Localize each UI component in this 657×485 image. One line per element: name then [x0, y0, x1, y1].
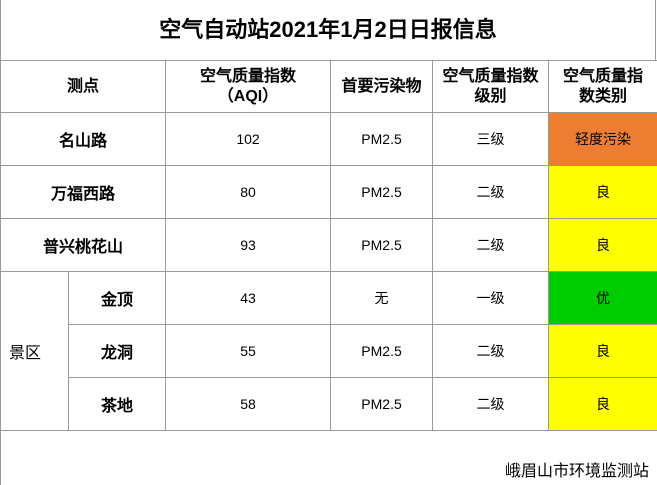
header-cell: 首要污染物 — [330, 60, 434, 113]
data-row: 龙洞 55 PM2.5 二级良 — [1, 324, 657, 378]
aqi: 93 — [165, 218, 332, 272]
data-row: 景区 金顶 43 无一级优 — [0, 271, 657, 431]
header-cell: 空气质量指 数类别 — [548, 60, 657, 113]
category: 良 — [548, 324, 657, 378]
aqi: 80 — [165, 165, 332, 219]
site: 龙洞 — [67, 324, 167, 378]
grp: 景区 — [0, 271, 69, 431]
level: 二级 — [432, 377, 550, 431]
site: 名山路 — [0, 112, 167, 166]
site: 金顶 — [67, 271, 167, 325]
footer: 峨眉山市环境监测站 — [0, 429, 657, 485]
category: 轻度污染 — [548, 112, 657, 166]
pollutant: PM2.5 — [330, 112, 434, 166]
site: 普兴桃花山 — [0, 218, 167, 272]
pollutant: PM2.5 — [330, 324, 434, 378]
pollutant: PM2.5 — [330, 218, 434, 272]
aqi: 43 — [165, 271, 332, 325]
level: 一级 — [432, 271, 550, 325]
pollutant: 无 — [330, 271, 434, 325]
header-cell: 空气质量指数 （AQI） — [165, 60, 332, 113]
category: 良 — [548, 165, 657, 219]
aqi: 55 — [165, 324, 332, 378]
pollutant: PM2.5 — [330, 165, 434, 219]
level: 三级 — [432, 112, 550, 166]
aqi: 58 — [165, 377, 332, 431]
header-cell: 测点 — [0, 60, 167, 113]
header-cell: 空气质量指数 级别 — [432, 60, 550, 113]
category: 优 — [548, 271, 657, 325]
level: 二级 — [432, 165, 550, 219]
header-row: 测点 空气质量指数 （AQI） 首要污染物 空气质量指数 级别 空气质量指 数类… — [0, 60, 657, 113]
site: 茶地 — [67, 377, 167, 431]
source: 峨眉山市环境监测站 — [504, 463, 649, 480]
table: 测点 空气质量指数 （AQI） 首要污染物 空气质量指数 级别 空气质量指 数类… — [0, 60, 657, 431]
pollutant: PM2.5 — [330, 377, 434, 431]
data-row: 万福西路 80 PM2.5 二级良 — [0, 165, 657, 219]
level: 二级 — [432, 324, 550, 378]
category: 良 — [548, 377, 657, 431]
title: 空气自动站2021年1月2日日报信息 — [0, 0, 656, 60]
data-row: 普兴桃花山 93 PM2.5 二级良 — [0, 218, 657, 272]
data-row: 名山路 102 PM2.5 三级 轻度污染 — [0, 112, 657, 166]
level: 二级 — [432, 218, 550, 272]
aqi: 102 — [165, 112, 332, 166]
site: 万福西路 — [0, 165, 167, 219]
data-row: 茶地 58 PM2.5 二级良 — [1, 377, 657, 431]
category: 良 — [548, 218, 657, 272]
